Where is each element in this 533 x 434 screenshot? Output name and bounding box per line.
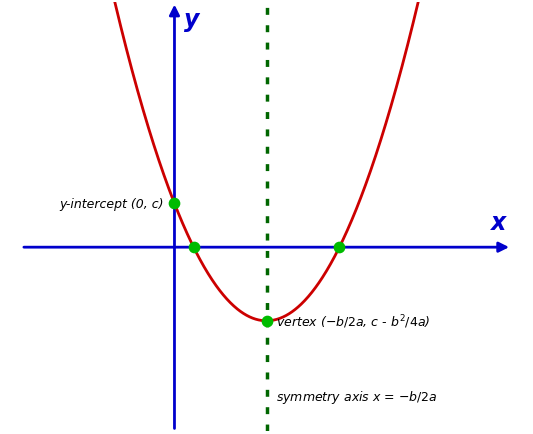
- Text: y-intercept (0, c): y-intercept (0, c): [59, 197, 164, 210]
- Point: [335, 244, 344, 251]
- Text: vertex ($-b/2a$, $c$ - $b^2/4a$): vertex ($-b/2a$, $c$ - $b^2/4a$): [276, 312, 430, 330]
- Text: x: x: [490, 210, 506, 234]
- Text: y: y: [184, 8, 199, 32]
- Point: [189, 244, 198, 251]
- Text: symmetry axis $x$ = $-b/2a$: symmetry axis $x$ = $-b/2a$: [276, 388, 437, 405]
- Point: [262, 318, 271, 325]
- Point: [170, 201, 179, 207]
